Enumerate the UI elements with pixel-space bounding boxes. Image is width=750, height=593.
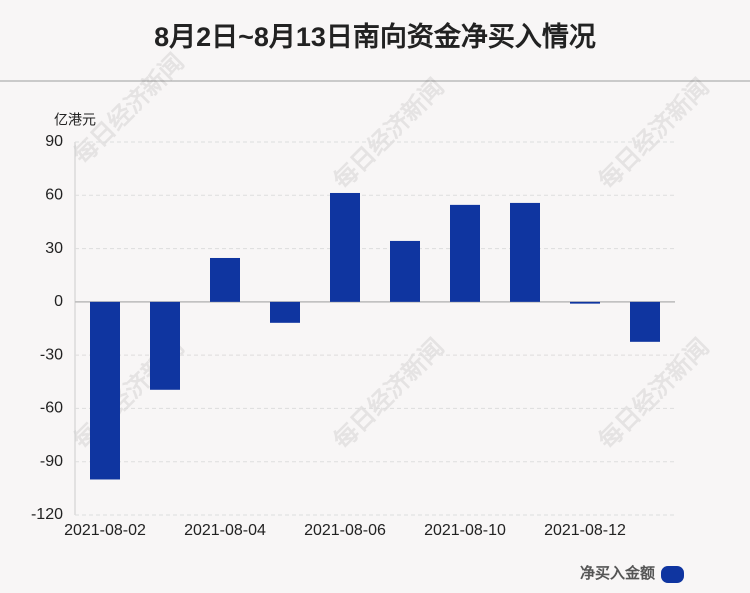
y-tick-label: 30 (45, 240, 63, 257)
bar (210, 257, 240, 302)
bar (570, 301, 600, 304)
bar (390, 240, 420, 302)
bar (330, 192, 360, 302)
y-tick-label: -30 (40, 346, 63, 363)
bar (150, 301, 180, 390)
y-tick-label: -60 (40, 400, 63, 417)
y-tick-label: -90 (40, 453, 63, 470)
x-tick-label: 2021-08-04 (184, 522, 266, 539)
bar (510, 202, 540, 302)
x-tick-label: 2021-08-10 (424, 522, 506, 539)
x-tick-label: 2021-08-06 (304, 522, 386, 539)
bar (90, 301, 120, 480)
x-tick-label: 2021-08-02 (64, 522, 146, 539)
legend-swatch (661, 566, 684, 583)
y-tick-label: 60 (45, 187, 63, 204)
legend-label: 净买入金额 (580, 564, 655, 582)
bar (270, 301, 300, 323)
chart-title: 8月2日~8月13日南向资金净买入情况 (154, 21, 596, 52)
y-tick-label: 0 (54, 293, 63, 310)
bar (450, 204, 480, 302)
y-axis-label: 亿港元 (54, 112, 96, 128)
y-tick-label: 90 (45, 133, 63, 150)
bar (630, 301, 660, 342)
x-tick-label: 2021-08-12 (544, 522, 626, 539)
y-tick-label: -120 (31, 506, 63, 523)
